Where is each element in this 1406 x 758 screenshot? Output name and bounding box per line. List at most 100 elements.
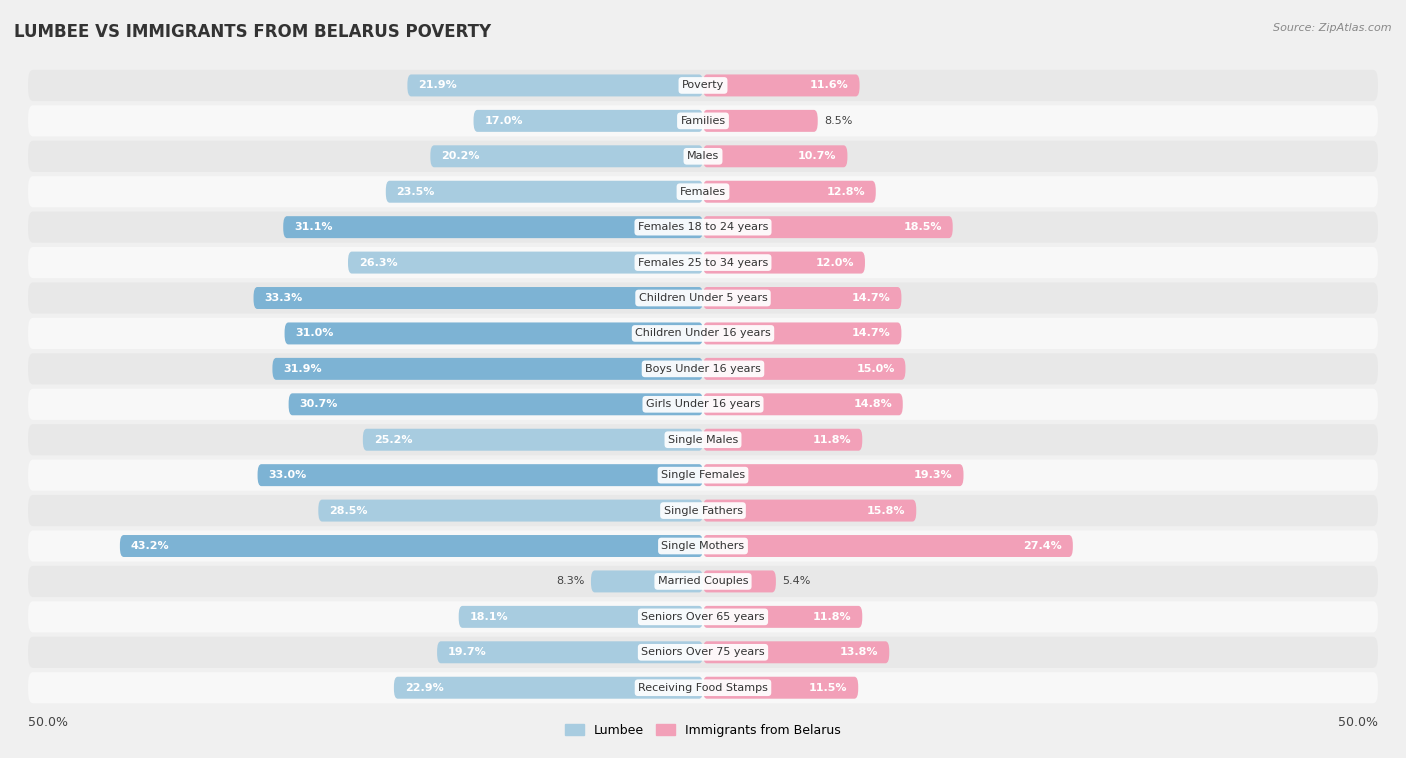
FancyBboxPatch shape (28, 105, 1378, 136)
Text: 11.6%: 11.6% (810, 80, 849, 90)
FancyBboxPatch shape (28, 459, 1378, 490)
FancyBboxPatch shape (703, 110, 818, 132)
Text: Poverty: Poverty (682, 80, 724, 90)
Text: Children Under 16 years: Children Under 16 years (636, 328, 770, 338)
Text: 11.8%: 11.8% (813, 612, 852, 622)
FancyBboxPatch shape (28, 637, 1378, 668)
Text: Single Mothers: Single Mothers (661, 541, 745, 551)
Text: 12.8%: 12.8% (827, 186, 865, 197)
Text: 8.3%: 8.3% (555, 576, 585, 587)
FancyBboxPatch shape (283, 216, 703, 238)
Text: 20.2%: 20.2% (441, 152, 479, 161)
FancyBboxPatch shape (703, 287, 901, 309)
FancyBboxPatch shape (273, 358, 703, 380)
FancyBboxPatch shape (408, 74, 703, 96)
FancyBboxPatch shape (284, 322, 703, 344)
Text: 5.4%: 5.4% (783, 576, 811, 587)
FancyBboxPatch shape (28, 70, 1378, 101)
FancyBboxPatch shape (703, 180, 876, 202)
FancyBboxPatch shape (28, 318, 1378, 349)
FancyBboxPatch shape (703, 677, 858, 699)
Text: 50.0%: 50.0% (28, 716, 67, 729)
Text: Receiving Food Stamps: Receiving Food Stamps (638, 683, 768, 693)
Text: 22.9%: 22.9% (405, 683, 443, 693)
FancyBboxPatch shape (318, 500, 703, 522)
Text: 33.3%: 33.3% (264, 293, 302, 303)
FancyBboxPatch shape (437, 641, 703, 663)
FancyBboxPatch shape (703, 500, 917, 522)
Text: 8.5%: 8.5% (824, 116, 853, 126)
FancyBboxPatch shape (703, 606, 862, 628)
FancyBboxPatch shape (288, 393, 703, 415)
FancyBboxPatch shape (703, 535, 1073, 557)
Text: Girls Under 16 years: Girls Under 16 years (645, 399, 761, 409)
FancyBboxPatch shape (253, 287, 703, 309)
Text: 31.0%: 31.0% (295, 328, 333, 338)
FancyBboxPatch shape (385, 180, 703, 202)
Text: 12.0%: 12.0% (815, 258, 855, 268)
FancyBboxPatch shape (257, 464, 703, 486)
Text: Families: Families (681, 116, 725, 126)
FancyBboxPatch shape (703, 393, 903, 415)
Text: 43.2%: 43.2% (131, 541, 169, 551)
Text: 10.7%: 10.7% (799, 152, 837, 161)
Text: 17.0%: 17.0% (484, 116, 523, 126)
Text: 23.5%: 23.5% (396, 186, 434, 197)
FancyBboxPatch shape (28, 176, 1378, 207)
Text: LUMBEE VS IMMIGRANTS FROM BELARUS POVERTY: LUMBEE VS IMMIGRANTS FROM BELARUS POVERT… (14, 23, 491, 41)
Text: 28.5%: 28.5% (329, 506, 367, 515)
FancyBboxPatch shape (703, 429, 862, 451)
Text: 27.4%: 27.4% (1024, 541, 1062, 551)
FancyBboxPatch shape (703, 146, 848, 168)
FancyBboxPatch shape (28, 672, 1378, 703)
Text: Females: Females (681, 186, 725, 197)
FancyBboxPatch shape (28, 141, 1378, 172)
Text: 14.8%: 14.8% (853, 399, 891, 409)
Text: 13.8%: 13.8% (839, 647, 879, 657)
Text: 11.8%: 11.8% (813, 435, 852, 445)
FancyBboxPatch shape (703, 464, 963, 486)
Text: Children Under 5 years: Children Under 5 years (638, 293, 768, 303)
FancyBboxPatch shape (703, 571, 776, 593)
FancyBboxPatch shape (28, 566, 1378, 597)
FancyBboxPatch shape (28, 495, 1378, 526)
FancyBboxPatch shape (120, 535, 703, 557)
Text: 31.1%: 31.1% (294, 222, 333, 232)
Text: 25.2%: 25.2% (374, 435, 412, 445)
Text: Boys Under 16 years: Boys Under 16 years (645, 364, 761, 374)
FancyBboxPatch shape (703, 216, 953, 238)
Text: Seniors Over 65 years: Seniors Over 65 years (641, 612, 765, 622)
Text: 19.7%: 19.7% (449, 647, 486, 657)
Legend: Lumbee, Immigrants from Belarus: Lumbee, Immigrants from Belarus (560, 719, 846, 742)
Text: 31.9%: 31.9% (283, 364, 322, 374)
Text: 19.3%: 19.3% (914, 470, 953, 480)
FancyBboxPatch shape (28, 601, 1378, 632)
Text: 30.7%: 30.7% (299, 399, 337, 409)
FancyBboxPatch shape (363, 429, 703, 451)
Text: Source: ZipAtlas.com: Source: ZipAtlas.com (1274, 23, 1392, 33)
Text: 11.5%: 11.5% (808, 683, 848, 693)
FancyBboxPatch shape (430, 146, 703, 168)
Text: Females 25 to 34 years: Females 25 to 34 years (638, 258, 768, 268)
FancyBboxPatch shape (703, 358, 905, 380)
FancyBboxPatch shape (28, 389, 1378, 420)
Text: Single Males: Single Males (668, 435, 738, 445)
FancyBboxPatch shape (591, 571, 703, 593)
FancyBboxPatch shape (28, 353, 1378, 384)
FancyBboxPatch shape (458, 606, 703, 628)
FancyBboxPatch shape (703, 322, 901, 344)
FancyBboxPatch shape (474, 110, 703, 132)
Text: 26.3%: 26.3% (359, 258, 398, 268)
Text: Single Females: Single Females (661, 470, 745, 480)
FancyBboxPatch shape (28, 283, 1378, 314)
FancyBboxPatch shape (28, 211, 1378, 243)
Text: 50.0%: 50.0% (1339, 716, 1378, 729)
Text: 14.7%: 14.7% (852, 293, 890, 303)
Text: 33.0%: 33.0% (269, 470, 307, 480)
Text: 18.5%: 18.5% (904, 222, 942, 232)
Text: Seniors Over 75 years: Seniors Over 75 years (641, 647, 765, 657)
FancyBboxPatch shape (28, 531, 1378, 562)
Text: Single Fathers: Single Fathers (664, 506, 742, 515)
Text: 15.0%: 15.0% (856, 364, 894, 374)
Text: Males: Males (688, 152, 718, 161)
